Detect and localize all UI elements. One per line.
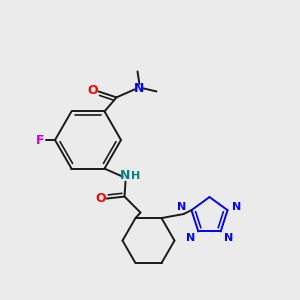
Text: N: N	[232, 202, 241, 212]
Text: H: H	[131, 171, 140, 181]
Text: O: O	[95, 192, 106, 205]
Text: N: N	[224, 233, 233, 243]
Text: N: N	[134, 82, 145, 95]
Text: F: F	[36, 134, 44, 146]
Text: O: O	[87, 84, 98, 97]
Text: N: N	[177, 202, 186, 212]
Text: N: N	[186, 233, 195, 243]
Text: N: N	[120, 169, 131, 182]
